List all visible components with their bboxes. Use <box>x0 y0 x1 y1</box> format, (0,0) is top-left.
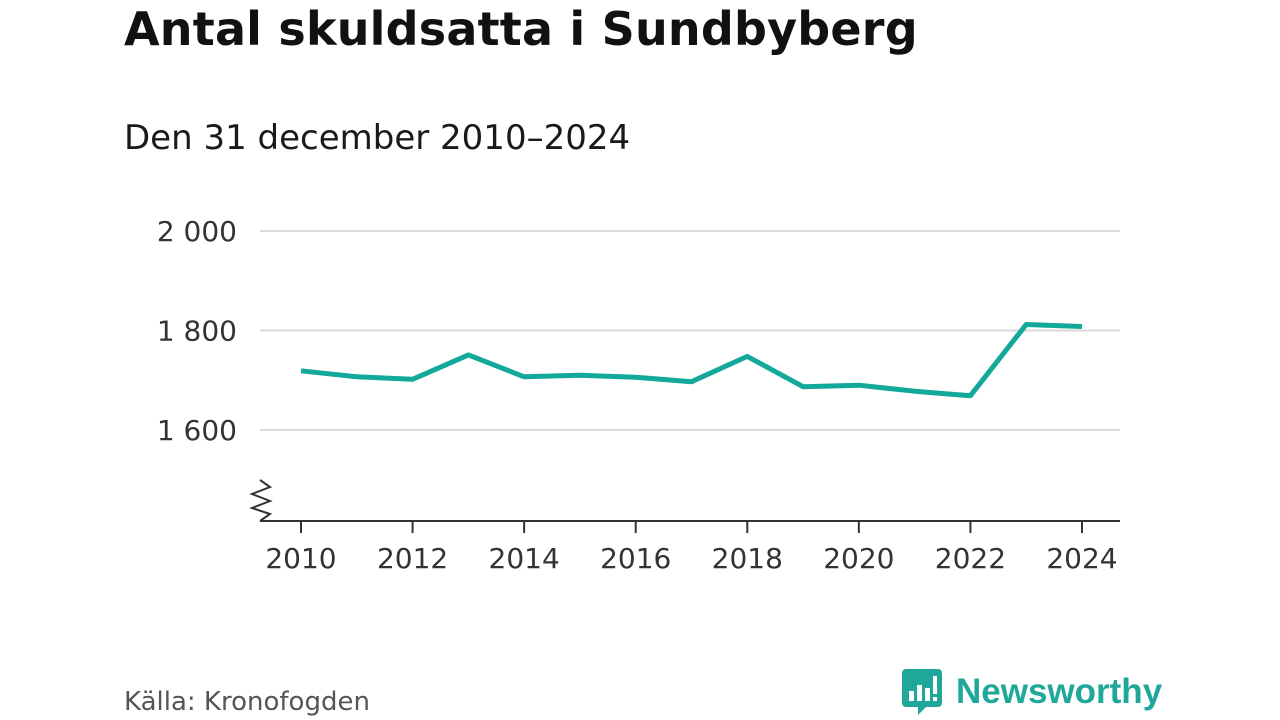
x-axis-ticks: 2010 2012 2014 2016 2018 2020 2022 2024 <box>265 521 1118 575</box>
data-point <box>633 375 638 380</box>
chart-subtitle: Den 31 december 2010–2024 <box>124 118 631 158</box>
data-point <box>577 373 582 378</box>
series-line <box>300 322 1083 399</box>
data-point <box>410 377 415 382</box>
x-tick-label: 2020 <box>823 542 894 575</box>
data-point <box>912 389 917 394</box>
data-point <box>522 374 527 379</box>
x-tick-label: 2014 <box>489 542 560 575</box>
x-tick-label: 2024 <box>1046 542 1117 575</box>
data-point <box>745 354 750 359</box>
newsworthy-logo-icon <box>902 669 942 715</box>
y-tick-label: 1 600 <box>157 414 237 447</box>
x-tick-label: 2012 <box>377 542 448 575</box>
x-axis <box>249 479 1120 522</box>
logo-bar-1 <box>909 691 914 701</box>
data-point <box>968 393 973 398</box>
chart-title: Antal skuldsatta i Sundbyberg <box>124 2 918 56</box>
data-point <box>856 383 861 388</box>
x-tick-label: 2022 <box>935 542 1006 575</box>
data-point <box>1024 322 1029 327</box>
gridlines <box>260 230 1120 431</box>
brand-name: Newsworthy <box>956 672 1163 711</box>
y-tick-label: 2 000 <box>157 215 237 248</box>
data-point <box>299 368 304 373</box>
source-note: Källa: Kronofogden <box>124 687 370 717</box>
axis-break-icon <box>249 479 273 522</box>
data-point <box>466 352 471 357</box>
data-point <box>1080 324 1085 329</box>
y-tick-label: 1 800 <box>157 315 237 348</box>
brand-logo: Newsworthy <box>902 669 1163 715</box>
series-group <box>299 322 1085 399</box>
logo-bar-2 <box>917 685 922 701</box>
x-tick-label: 2018 <box>712 542 783 575</box>
x-tick-label: 2016 <box>600 542 671 575</box>
data-point <box>801 384 806 389</box>
y-axis-ticks: 1 600 1 800 2 000 <box>157 215 237 447</box>
x-tick-label: 2010 <box>265 542 336 575</box>
data-point <box>689 379 694 384</box>
data-point <box>354 374 359 379</box>
logo-bar-3 <box>925 688 930 701</box>
logo-bar-4 <box>933 676 937 694</box>
logo-dot <box>933 697 937 701</box>
